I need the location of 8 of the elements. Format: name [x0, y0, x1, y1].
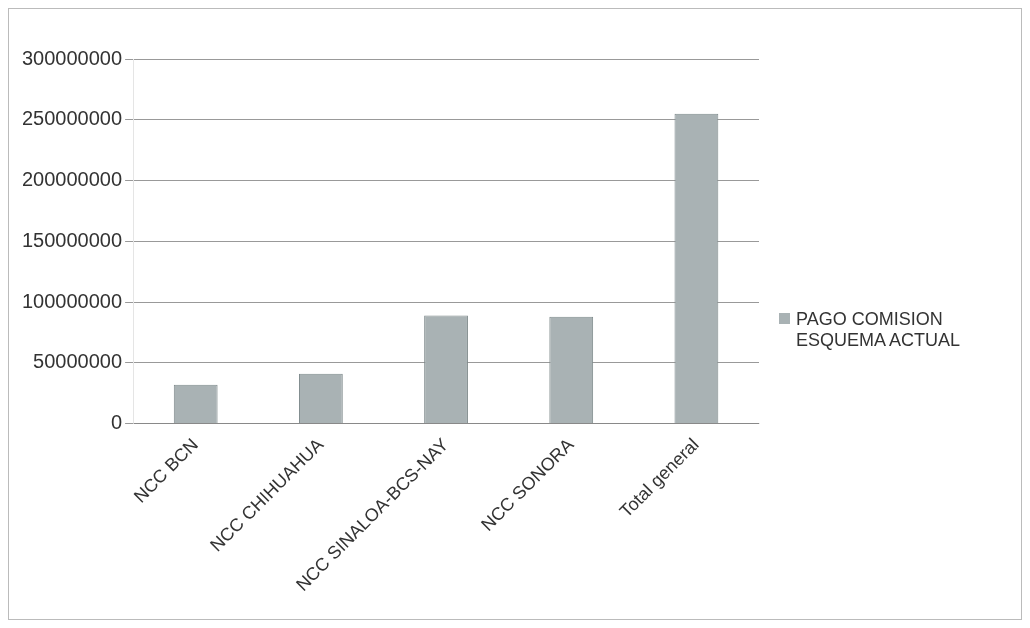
y-tick-label: 50000000 — [33, 350, 123, 373]
y-tick-label: 300000000 — [22, 46, 123, 69]
y-tick-label: 0 — [110, 411, 123, 434]
y-tick-label: 150000000 — [22, 228, 123, 251]
y-tick-label: 200000000 — [22, 168, 123, 191]
y-tick-label: 250000000 — [22, 107, 123, 130]
y-tick-label: 100000000 — [22, 289, 123, 312]
legend-label: PAGO COMISION ESQUEMA ACTUAL — [796, 309, 962, 351]
